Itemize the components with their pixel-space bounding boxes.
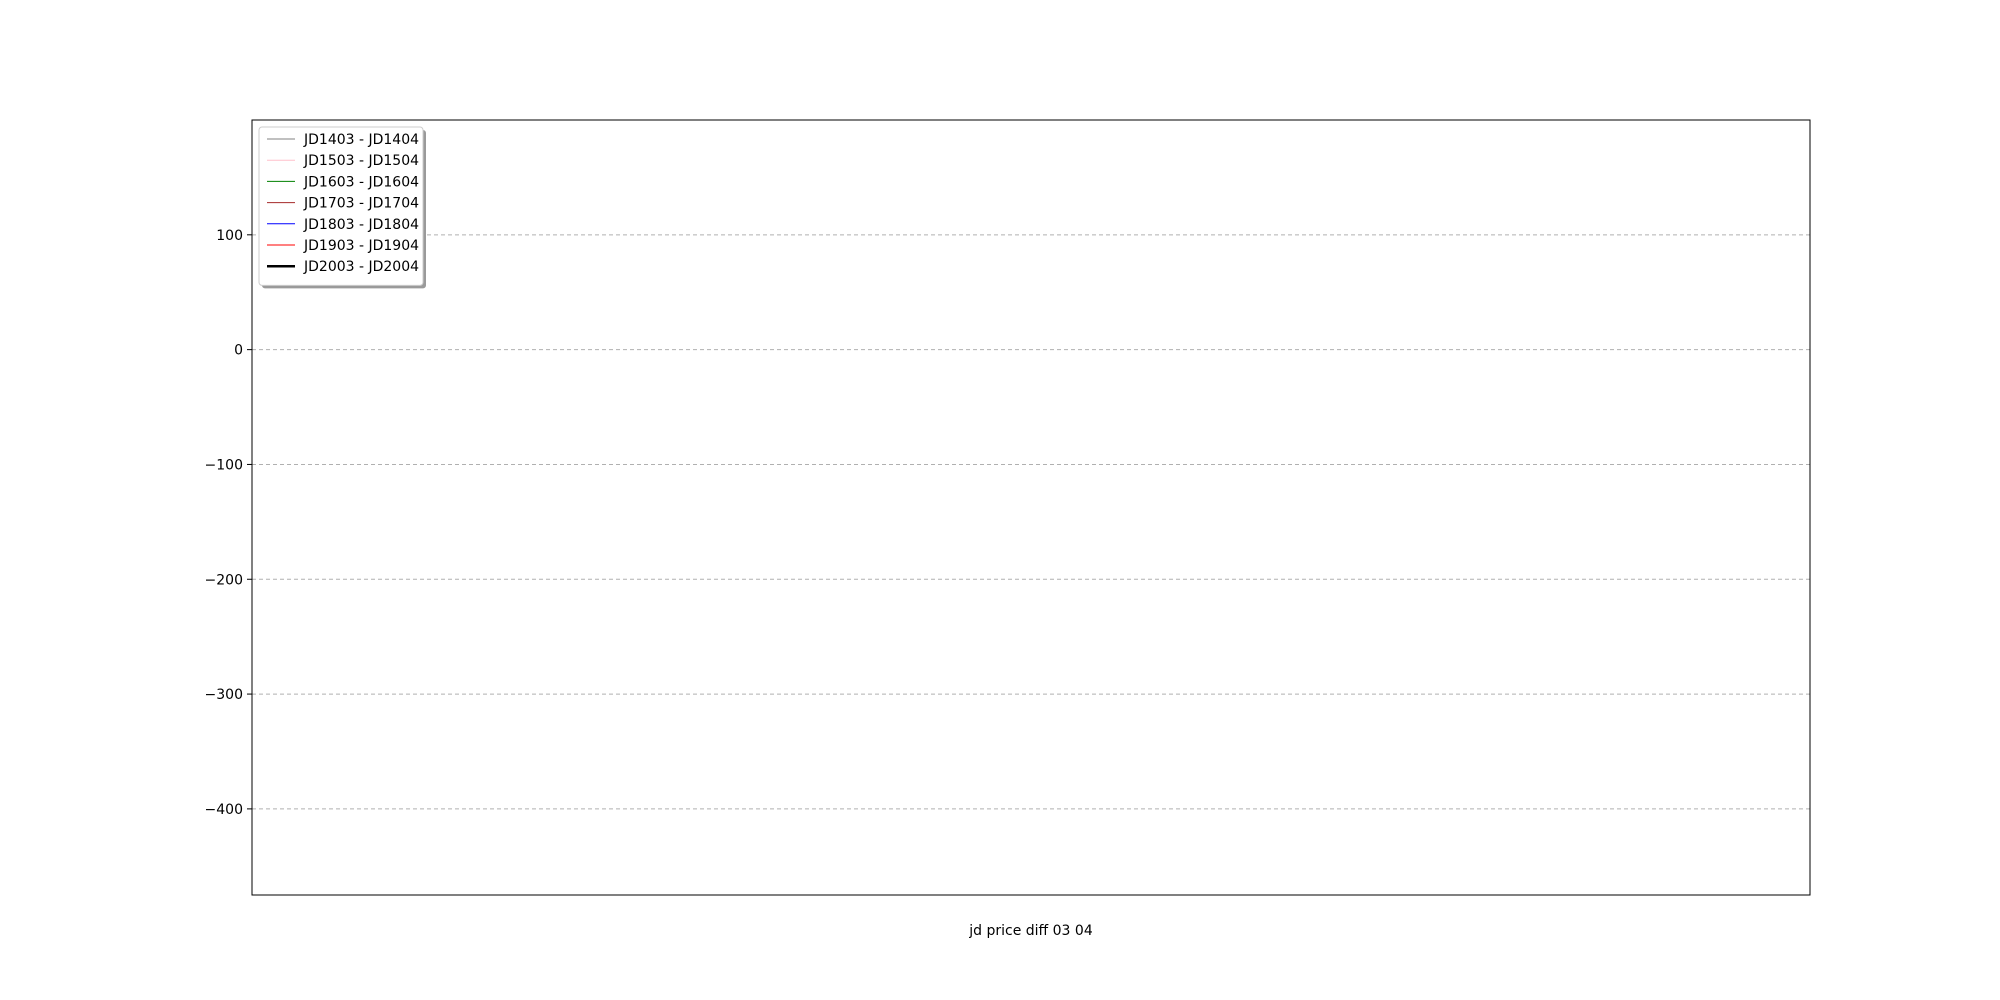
y-tick-label: 100 <box>216 228 243 244</box>
x-axis-title: jd price diff 03 04 <box>968 923 1093 939</box>
legend-label: JD1703 - JD1704 <box>303 196 419 212</box>
horizontal-gridlines <box>252 234 1810 810</box>
legend-label: JD1803 - JD1804 <box>303 217 419 233</box>
y-tick-label: −100 <box>205 457 243 473</box>
plot-area-frame <box>251 119 1811 896</box>
y-tick-label: −400 <box>205 802 243 818</box>
y-axis-ticks: 100 0 −100 −200 −300 −400 <box>205 228 252 818</box>
legend-label: JD1903 - JD1904 <box>303 238 419 254</box>
legend: JD1403 - JD1404 JD1503 - JD1504 JD1603 - J… <box>258 126 426 289</box>
legend-box <box>258 126 424 286</box>
y-tick-label: −200 <box>205 572 243 588</box>
legend-label: JD2003 - JD2004 <box>303 259 419 275</box>
y-tick-label: 0 <box>234 343 243 359</box>
y-tick-label: −300 <box>205 687 243 703</box>
legend-label: JD1503 - JD1504 <box>303 153 419 169</box>
legend-label: JD1403 - JD1404 <box>303 132 419 148</box>
legend-label: JD1603 - JD1604 <box>303 174 419 190</box>
